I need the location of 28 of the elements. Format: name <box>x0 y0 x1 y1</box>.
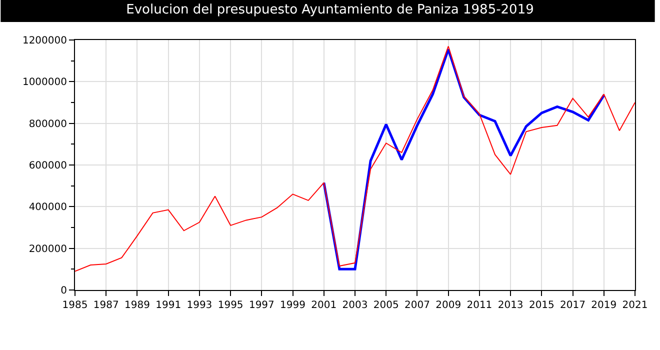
line-series <box>75 46 635 272</box>
y-tick-label: 800000 <box>28 118 67 130</box>
x-tick-label: 2005 <box>373 300 399 311</box>
x-tick-label: 1989 <box>124 300 150 311</box>
x-tick-label: 1987 <box>93 300 119 311</box>
y-tick-label: 1200000 <box>22 36 67 46</box>
x-tick-label: 2011 <box>466 300 492 311</box>
y-tick-label: 1000000 <box>22 77 67 88</box>
y-tick-label: 0 <box>60 286 67 296</box>
chart-title: Evolucion del presupuesto Ayuntamiento de Paniza 1985-2019 <box>126 2 534 18</box>
y-tick-label: 600000 <box>28 160 67 172</box>
x-tick-label: 2007 <box>404 300 430 311</box>
x-tick-label: 2013 <box>498 300 524 311</box>
x-tick-label: 2009 <box>436 300 462 311</box>
x-tick-label: 2001 <box>311 300 337 311</box>
x-tick-label: 1997 <box>248 300 274 311</box>
x-tick-label: 1995 <box>218 300 244 311</box>
x-tick-label: 2003 <box>342 300 368 311</box>
x-tick-label: 2021 <box>622 300 648 311</box>
x-tick-label: 1985 <box>62 300 88 311</box>
x-tick-label: 1993 <box>186 300 212 311</box>
y-tick-label: 400000 <box>28 202 67 214</box>
y-tick-label: 200000 <box>28 244 67 255</box>
x-tick-label: 2015 <box>528 300 554 311</box>
x-tick-label: 1991 <box>156 300 182 311</box>
x-tick-label: 1999 <box>280 300 306 311</box>
x-tick-label: 2017 <box>560 300 586 311</box>
x-tick-label: 2019 <box>591 300 617 311</box>
